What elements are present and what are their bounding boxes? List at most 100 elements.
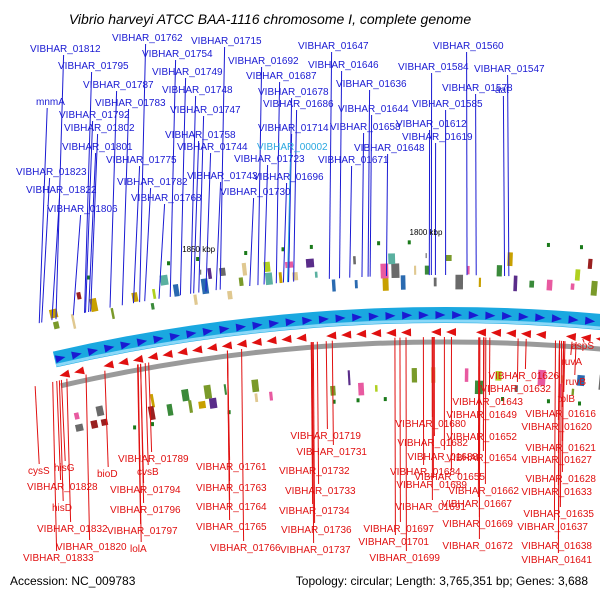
gene-label-top[interactable]: VIBHAR_01678	[258, 87, 329, 98]
gene-label-bottom[interactable]: VIBHAR_01697	[363, 524, 434, 535]
gene-label-top[interactable]: VIBHAR_01758	[165, 130, 236, 141]
gene-label-bottom[interactable]: ruvA	[561, 357, 582, 368]
gene-label-top[interactable]: VIBHAR_00002	[257, 142, 328, 153]
gene-label-top[interactable]: VIBHAR_01686	[263, 99, 334, 110]
gene-label-bottom[interactable]: VIBHAR_01763	[196, 483, 267, 494]
gene-label-top[interactable]: VIBHAR_01744	[177, 142, 248, 153]
gene-label-top[interactable]: VIBHAR_01823	[16, 167, 87, 178]
gene-label-top[interactable]: VIBHAR_01585	[412, 99, 483, 110]
gene-label-top[interactable]: aat	[495, 85, 509, 96]
gene-label-bottom[interactable]: hisG	[54, 463, 75, 474]
gene-label-bottom[interactable]: VIBHAR_01733	[285, 486, 356, 497]
gene-label-bottom[interactable]: VIBHAR_01672	[442, 541, 513, 552]
gene-label-bottom[interactable]: VIBHAR_01655	[414, 472, 485, 483]
gene-label-bottom[interactable]: cvsB	[137, 467, 159, 478]
gene-label-bottom[interactable]: VIBHAR_01794	[110, 485, 181, 496]
gene-labels[interactable]: VIBHAR_01762 VIBHAR_01715 VIBHAR_01647 VIBH…	[16, 33, 596, 566]
gene-label-top[interactable]: VIBHAR_01714	[258, 123, 329, 134]
gene-label-bottom[interactable]: VIBHAR_01662	[448, 486, 519, 497]
gene-label-top[interactable]: VIBHAR_01775	[106, 155, 177, 166]
gene-label-bottom[interactable]: lolA	[130, 544, 147, 555]
gene-label-top[interactable]: VIBHAR_01687	[246, 71, 317, 82]
gene-label-bottom[interactable]: VIBHAR_01766	[210, 543, 281, 554]
gene-label-bottom[interactable]: VIBHAR_01616	[525, 409, 596, 420]
gene-label-bottom[interactable]: VIBHAR_01628	[525, 474, 596, 485]
gene-label-bottom[interactable]: VIBHAR_01682	[397, 438, 468, 449]
gene-label-bottom[interactable]: VIBHAR_01649	[446, 410, 517, 421]
gene-label-top[interactable]: VIBHAR_01749	[152, 67, 223, 78]
gene-label-top[interactable]: VIBHAR_01560	[433, 41, 504, 52]
gene-label-bottom[interactable]: VIBHAR_01796	[110, 505, 181, 516]
gene-label-bottom[interactable]: VIBHAR_01737	[280, 545, 351, 556]
gene-label-bottom[interactable]: aspS	[571, 341, 594, 352]
gene-label-bottom[interactable]: VIBHAR_01789	[118, 454, 189, 465]
gene-label-bottom[interactable]: VIBHAR_01637	[517, 522, 588, 533]
gene-label-top[interactable]: VIBHAR_01723	[234, 154, 305, 165]
gene-label-top[interactable]: VIBHAR_01644	[338, 104, 409, 115]
gene-label-top[interactable]: VIBHAR_01795	[58, 61, 129, 72]
gene-label-bottom[interactable]: VIBHAR_01626	[488, 371, 559, 382]
gene-label-top[interactable]: VIBHAR_01768	[131, 193, 202, 204]
gene-label-top[interactable]: VIBHAR_01762	[112, 33, 183, 44]
gene-label-bottom[interactable]: cysS	[28, 466, 50, 477]
gene-label-bottom[interactable]: VIBHAR_01688	[407, 452, 478, 463]
gene-label-bottom[interactable]: VIBHAR_01719	[290, 431, 361, 442]
gene-label-top[interactable]: VIBHAR_01812	[30, 44, 101, 55]
gene-label-top[interactable]: VIBHAR_01636	[336, 79, 407, 90]
gene-label-top[interactable]: mnmA	[36, 97, 65, 108]
gene-label-bottom[interactable]: VIBHAR_01684	[390, 467, 461, 478]
gene-label-bottom[interactable]: VIBHAR_01643	[452, 397, 523, 408]
gene-label-bottom[interactable]: VIBHAR_01797	[107, 526, 178, 537]
gene-label-top[interactable]: VIBHAR_01754	[142, 49, 213, 60]
gene-label-bottom[interactable]: VIBHAR_01633	[521, 487, 592, 498]
gene-label-bottom[interactable]: ruvB	[565, 377, 586, 388]
gene-label-top[interactable]: VIBHAR_01619	[402, 132, 473, 143]
gene-label-top[interactable]: VIBHAR_01547	[474, 64, 545, 75]
gene-label-top[interactable]: VIBHAR_01584	[398, 62, 469, 73]
gene-label-top[interactable]: VIBHAR_01647	[298, 41, 369, 52]
gene-label-bottom[interactable]: VIBHAR_01680	[395, 419, 466, 430]
gene-label-bottom[interactable]: VIBHAR_01667	[441, 499, 512, 510]
gene-label-top[interactable]: VIBHAR_01782	[117, 177, 188, 188]
gene-label-top[interactable]: VIBHAR_01792	[59, 110, 130, 121]
gene-label-bottom[interactable]: VIBHAR_01621	[525, 443, 596, 454]
gene-label-bottom[interactable]: VIBHAR_01832	[37, 524, 108, 535]
gene-label-top[interactable]: VIBHAR_01646	[308, 60, 379, 71]
gene-label-top[interactable]: VIBHAR_01578	[442, 83, 513, 94]
gene-label-top[interactable]: VIBHAR_01787	[83, 80, 154, 91]
gene-label-top[interactable]: VIBHAR_01648	[354, 143, 425, 154]
gene-label-top[interactable]: VIBHAR_01715	[191, 36, 262, 47]
gene-label-bottom[interactable]: VIBHAR_01765	[196, 522, 267, 533]
gene-label-bottom[interactable]: VIBHAR_01828	[27, 482, 98, 493]
gene-label-bottom[interactable]: VIBHAR_01641	[521, 555, 592, 566]
gene-label-bottom[interactable]: VIBHAR_01736	[281, 525, 352, 536]
gene-label-top[interactable]: VIBHAR_01748	[162, 85, 233, 96]
gene-label-bottom[interactable]: VIBHAR_01654	[446, 453, 517, 464]
gene-label-bottom[interactable]: VIBHAR_01734	[279, 506, 350, 517]
gene-label-bottom[interactable]: hisD	[52, 503, 72, 514]
gene-label-top[interactable]: VIBHAR_01806	[47, 204, 118, 215]
gene-label-bottom[interactable]: tolB	[558, 394, 576, 405]
gene-label-bottom[interactable]: VIBHAR_01638	[521, 541, 592, 552]
gene-label-bottom[interactable]: VIBHAR_01627	[521, 455, 592, 466]
gene-label-bottom[interactable]: VIBHAR_01620	[521, 422, 592, 433]
gene-label-top[interactable]: VIBHAR_01730	[220, 187, 291, 198]
gene-label-top[interactable]: VIBHAR_01822	[26, 185, 97, 196]
gene-label-top[interactable]: VIBHAR_01747	[170, 105, 241, 116]
gene-label-top[interactable]: VIBHAR_01612	[396, 119, 467, 130]
gene-label-bottom[interactable]: VIBHAR_01632	[480, 384, 551, 395]
gene-label-top[interactable]: VIBHAR_01743	[187, 171, 258, 182]
gene-label-bottom[interactable]: VIBHAR_01691	[395, 502, 466, 513]
gene-label-top[interactable]: VIBHAR_01801	[62, 142, 133, 153]
gene-label-bottom[interactable]: VIBHAR_01652	[446, 432, 517, 443]
gene-label-bottom[interactable]: VIBHAR_01699	[369, 553, 440, 564]
gene-label-top[interactable]: VIBHAR_01692	[228, 56, 299, 67]
gene-label-bottom[interactable]: VIBHAR_01833	[23, 553, 94, 564]
gene-label-bottom[interactable]: VIBHAR_01820	[56, 542, 127, 553]
gene-label-bottom[interactable]: VIBHAR_01732	[279, 466, 350, 477]
gene-label-bottom[interactable]: bioD	[97, 469, 118, 480]
gene-label-top[interactable]: VIBHAR_01802	[64, 123, 135, 134]
gene-label-bottom[interactable]: VIBHAR_01669	[442, 519, 513, 530]
gene-label-bottom[interactable]: VIBHAR_01761	[196, 462, 267, 473]
gene-label-top[interactable]: VIBHAR_01658	[330, 122, 401, 133]
